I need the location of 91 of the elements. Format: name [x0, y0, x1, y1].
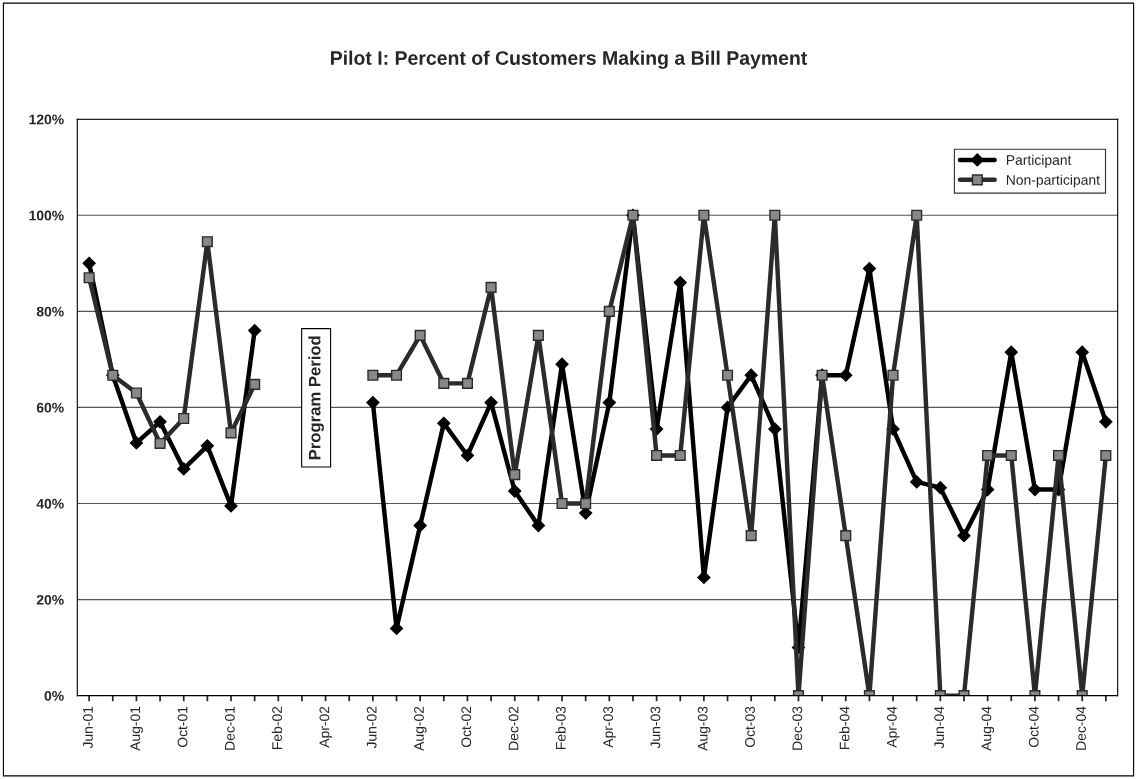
point [531, 519, 545, 533]
x-tick-label: Feb-03 [555, 706, 566, 749]
point [839, 368, 853, 382]
y-tick-label: 20% [36, 594, 64, 605]
point [1053, 449, 1065, 462]
point [82, 256, 96, 270]
x-tick-label: Aug-04 [981, 706, 995, 751]
point [603, 305, 615, 317]
point [840, 530, 852, 542]
x-tick-label: Jun-03 [650, 706, 661, 749]
point [224, 499, 238, 513]
point [1075, 345, 1089, 359]
point [744, 368, 758, 382]
point [957, 529, 971, 543]
point [177, 462, 191, 476]
y-tick-label: 80% [36, 306, 64, 317]
point [367, 369, 379, 381]
point [83, 272, 95, 284]
point [911, 209, 923, 221]
point [555, 357, 569, 371]
x-tick-label: Jun-04 [934, 706, 945, 749]
point [673, 275, 687, 290]
point [532, 329, 544, 341]
point [602, 396, 616, 410]
point [1004, 345, 1018, 359]
point [129, 436, 144, 450]
point [933, 481, 947, 495]
point [390, 369, 403, 381]
x-tick-label: Oct-04 [1028, 706, 1039, 748]
point [249, 378, 261, 390]
x-tick-label: Jun-02 [366, 706, 377, 749]
point [461, 377, 474, 389]
chart-title: Pilot I: Percent of Customers Making a Bill Payment [331, 50, 808, 69]
point [201, 236, 213, 248]
point [556, 497, 568, 510]
x-tick-label: Dec-04 [1076, 706, 1086, 750]
x-tick-label: Aug-01 [130, 706, 143, 751]
y-tick-label: 60% [36, 402, 64, 413]
x-tick-label: Apr-03 [603, 706, 616, 748]
point [366, 396, 380, 410]
point [509, 469, 521, 481]
x-tick-label: Oct-01 [177, 706, 188, 748]
point [130, 387, 142, 399]
x-tick-label: Jun-01 [83, 706, 93, 749]
point [508, 484, 522, 498]
point [982, 449, 994, 462]
point [1099, 415, 1113, 429]
x-tick-label: Apr-02 [319, 706, 333, 748]
x-tick-label: Dec-03 [792, 706, 803, 750]
point [438, 377, 450, 389]
point [721, 369, 734, 381]
x-tick-label: Feb-02 [271, 706, 283, 749]
point [745, 530, 757, 542]
x-tick-label: Apr-04 [886, 706, 900, 748]
point [413, 519, 427, 533]
point [1100, 449, 1112, 462]
point [697, 570, 711, 585]
point [200, 439, 214, 453]
point [580, 497, 592, 510]
y-tick-label: 120% [29, 114, 64, 125]
point [698, 209, 710, 221]
x-tick-label: Oct-03 [745, 706, 755, 748]
point [248, 323, 262, 338]
point [887, 369, 899, 381]
point [674, 449, 686, 462]
point [153, 415, 167, 429]
legend-label: Participant [1006, 154, 1072, 168]
x-tick-label: Aug-02 [414, 706, 427, 751]
point [437, 416, 451, 430]
point [769, 209, 781, 221]
point [651, 449, 663, 462]
x-tick-label: Aug-03 [697, 706, 711, 751]
x-tick-label: Dec-01 [224, 706, 235, 750]
point [1028, 482, 1042, 497]
point [1005, 449, 1017, 462]
y-tick-label: 100% [29, 210, 64, 221]
point [768, 422, 782, 436]
x-tick-label: Dec-02 [508, 706, 519, 750]
y-tick-label: 40% [36, 498, 64, 509]
point [414, 329, 426, 341]
x-tick-label: Oct-02 [461, 706, 472, 748]
point [178, 412, 190, 425]
y-tick-label: 0% [44, 690, 64, 701]
point [460, 448, 475, 463]
annotation: Program Period [308, 336, 324, 460]
point [225, 427, 237, 439]
legend-label: Non-participant [1006, 174, 1100, 188]
point [154, 437, 166, 450]
point [485, 281, 497, 293]
point [910, 475, 924, 489]
x-tick-label: Feb-04 [839, 706, 850, 749]
